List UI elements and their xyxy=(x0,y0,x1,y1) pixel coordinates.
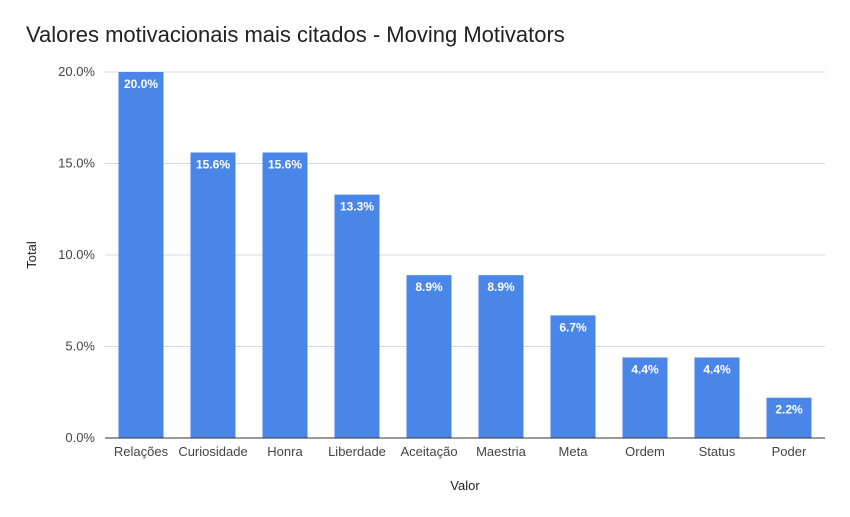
y-tick-label: 20.0% xyxy=(58,64,95,79)
x-axis-title: Valor xyxy=(450,478,480,493)
bar-data-label: 20.0% xyxy=(124,77,158,91)
x-tick-label: Poder xyxy=(772,444,807,459)
x-tick-label: Liberdade xyxy=(328,444,386,459)
chart-title: Valores motivacionais mais citados - Mov… xyxy=(26,22,565,47)
bar-data-label: 13.3% xyxy=(340,200,374,214)
x-tick-label: Ordem xyxy=(625,444,665,459)
y-tick-label: 10.0% xyxy=(58,247,95,262)
bar xyxy=(118,72,164,438)
y-tick-label: 5.0% xyxy=(65,339,95,354)
y-tick-label: 0.0% xyxy=(65,430,95,445)
bar-data-label: 15.6% xyxy=(268,158,302,172)
x-tick-label: Curiosidade xyxy=(178,444,247,459)
x-tick-label: Status xyxy=(699,444,736,459)
x-tick-label: Relações xyxy=(114,444,169,459)
x-tick-label: Meta xyxy=(559,444,589,459)
x-tick-label: Aceitação xyxy=(400,444,457,459)
axes: 0.0% 5.0% 10.0% 15.0% 20.0% Relações Curiosida… xyxy=(58,64,825,459)
bar-data-label: 4.4% xyxy=(703,362,731,376)
bar xyxy=(694,357,740,438)
bar xyxy=(262,152,308,438)
bar-data-label: 4.4% xyxy=(631,362,659,376)
bar-data-label: 6.7% xyxy=(559,320,587,334)
bar xyxy=(334,194,380,438)
y-tick-label: 15.0% xyxy=(58,156,95,171)
bar xyxy=(622,357,668,438)
bar-data-label: 2.2% xyxy=(775,403,803,417)
bar xyxy=(550,315,596,438)
bar-data-label: 8.9% xyxy=(487,280,515,294)
bar xyxy=(478,275,524,438)
bars xyxy=(118,72,812,438)
x-tick-label: Honra xyxy=(267,444,303,459)
data-labels: 20.0% 15.6% 15.6% 13.3% 8.9% 8.9% 6.7% 4.4% 4.4%… xyxy=(124,77,803,417)
bar-data-label: 15.6% xyxy=(196,158,230,172)
bar-data-label: 8.9% xyxy=(415,280,443,294)
x-tick-label: Maestria xyxy=(476,444,527,459)
bar xyxy=(190,152,236,438)
bar xyxy=(406,275,452,438)
bar xyxy=(766,397,812,438)
y-axis-title: Total xyxy=(24,241,39,269)
